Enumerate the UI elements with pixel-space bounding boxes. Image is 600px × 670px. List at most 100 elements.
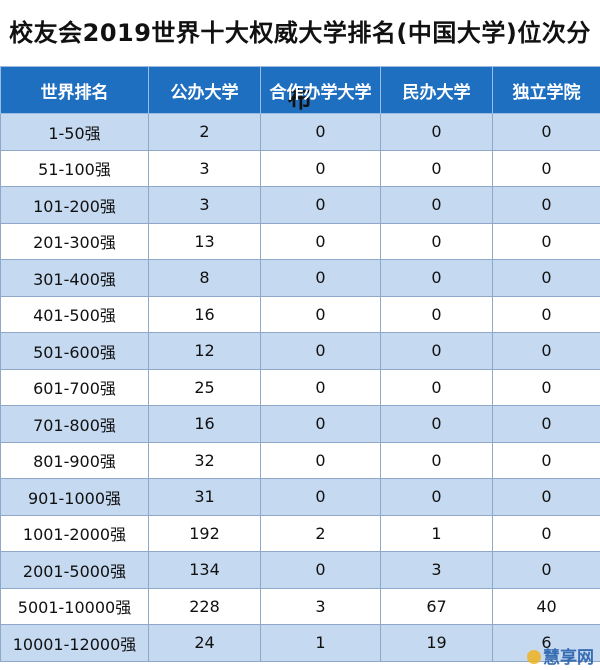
table-body: 1-50强 2 0 0 0 51-100强 3 0 0 0 101-200强 3 0 0 0 201-300强… — [0, 113, 600, 662]
cell-world-rank: 301-400强 — [0, 259, 149, 297]
cell-public: 16 — [148, 295, 261, 333]
cell-independent: 0 — [492, 113, 600, 151]
table-row: 301-400强 8 0 0 0 — [0, 259, 600, 297]
table-row: 901-1000强 31 0 0 0 — [0, 478, 600, 516]
cell-independent: 0 — [492, 149, 600, 187]
cell-world-rank: 501-600强 — [0, 332, 149, 370]
cell-world-rank: 801-900强 — [0, 441, 149, 479]
watermark-logo: 慧享网 — [527, 643, 594, 668]
cell-world-rank: 101-200强 — [0, 186, 149, 224]
cell-public: 24 — [148, 624, 261, 662]
cell-public: 31 — [148, 478, 261, 516]
table-row: 501-600强 12 0 0 0 — [0, 332, 600, 370]
cell-joint: 0 — [260, 295, 381, 333]
cell-joint: 0 — [260, 186, 381, 224]
table-row: 201-300强 13 0 0 0 — [0, 222, 600, 260]
table-row: 10001-12000强 24 1 19 6 — [0, 624, 600, 662]
cell-public: 32 — [148, 441, 261, 479]
cell-private: 0 — [380, 478, 493, 516]
cell-independent: 0 — [492, 441, 600, 479]
cell-joint: 0 — [260, 368, 381, 406]
cell-public: 192 — [148, 514, 261, 552]
table-row: 701-800强 16 0 0 0 — [0, 405, 600, 443]
cell-private: 0 — [380, 332, 493, 370]
cell-world-rank: 901-1000强 — [0, 478, 149, 516]
cell-joint: 0 — [260, 405, 381, 443]
table-row: 601-700强 25 0 0 0 — [0, 368, 600, 406]
cell-world-rank: 10001-12000强 — [0, 624, 149, 662]
cell-joint: 0 — [260, 149, 381, 187]
cell-independent: 0 — [492, 368, 600, 406]
cell-world-rank: 201-300强 — [0, 222, 149, 260]
table-title: 校友会2019世界十大权威大学排名(中国大学)位次分布 — [9, 19, 591, 113]
cell-joint: 1 — [260, 624, 381, 662]
cell-private: 0 — [380, 368, 493, 406]
logo-icon — [527, 650, 541, 664]
header-public-university: 公办大学 — [148, 66, 261, 114]
cell-independent: 0 — [492, 332, 600, 370]
cell-joint: 0 — [260, 222, 381, 260]
cell-public: 8 — [148, 259, 261, 297]
cell-independent: 40 — [492, 587, 600, 625]
cell-independent: 0 — [492, 259, 600, 297]
cell-world-rank: 51-100强 — [0, 149, 149, 187]
cell-world-rank: 601-700强 — [0, 368, 149, 406]
cell-independent: 0 — [492, 405, 600, 443]
cell-public: 16 — [148, 405, 261, 443]
cell-independent: 0 — [492, 478, 600, 516]
cell-public: 3 — [148, 186, 261, 224]
header-row: 世界排名 公办大学 合作办学大学 民办大学 独立学院 — [0, 66, 600, 114]
table-row: 5001-10000强 228 3 67 40 — [0, 587, 600, 625]
cell-private: 19 — [380, 624, 493, 662]
cell-joint: 0 — [260, 113, 381, 151]
cell-independent: 0 — [492, 222, 600, 260]
cell-independent: 6 — [492, 624, 600, 662]
cell-public: 13 — [148, 222, 261, 260]
header-independent-college: 独立学院 — [492, 66, 600, 114]
table-row: 801-900强 32 0 0 0 — [0, 441, 600, 479]
cell-independent: 0 — [492, 551, 600, 589]
cell-joint: 0 — [260, 478, 381, 516]
cell-private: 0 — [380, 441, 493, 479]
ranking-table: 世界排名 公办大学 合作办学大学 民办大学 独立学院 1-50强 2 0 0 0 51-1… — [0, 66, 600, 662]
table-row: 101-200强 3 0 0 0 — [0, 186, 600, 224]
cell-joint: 0 — [260, 551, 381, 589]
table-row: 51-100强 3 0 0 0 — [0, 149, 600, 187]
header-world-rank: 世界排名 — [0, 66, 149, 114]
header-joint-university: 合作办学大学 — [260, 66, 381, 114]
watermark-text: 慧享网 — [543, 648, 594, 668]
cell-public: 134 — [148, 551, 261, 589]
cell-public: 3 — [148, 149, 261, 187]
table-row: 2001-5000强 134 0 3 0 — [0, 551, 600, 589]
cell-private: 0 — [380, 113, 493, 151]
cell-public: 12 — [148, 332, 261, 370]
cell-private: 0 — [380, 186, 493, 224]
table-row: 401-500强 16 0 0 0 — [0, 295, 600, 333]
cell-private: 0 — [380, 259, 493, 297]
cell-world-rank: 2001-5000强 — [0, 551, 149, 589]
table-row: 1-50强 2 0 0 0 — [0, 113, 600, 151]
cell-private: 0 — [380, 222, 493, 260]
cell-independent: 0 — [492, 295, 600, 333]
cell-private: 0 — [380, 295, 493, 333]
cell-joint: 2 — [260, 514, 381, 552]
cell-private: 0 — [380, 149, 493, 187]
cell-public: 228 — [148, 587, 261, 625]
cell-world-rank: 701-800强 — [0, 405, 149, 443]
cell-public: 2 — [148, 113, 261, 151]
table-row: 1001-2000强 192 2 1 0 — [0, 514, 600, 552]
cell-private: 0 — [380, 405, 493, 443]
cell-public: 25 — [148, 368, 261, 406]
cell-independent: 0 — [492, 186, 600, 224]
cell-independent: 0 — [492, 514, 600, 552]
cell-joint: 0 — [260, 259, 381, 297]
header-private-university: 民办大学 — [380, 66, 493, 114]
cell-private: 67 — [380, 587, 493, 625]
cell-world-rank: 5001-10000强 — [0, 587, 149, 625]
cell-world-rank: 401-500强 — [0, 295, 149, 333]
cell-private: 3 — [380, 551, 493, 589]
cell-joint: 0 — [260, 332, 381, 370]
cell-private: 1 — [380, 514, 493, 552]
cell-world-rank: 1001-2000强 — [0, 514, 149, 552]
cell-joint: 3 — [260, 587, 381, 625]
